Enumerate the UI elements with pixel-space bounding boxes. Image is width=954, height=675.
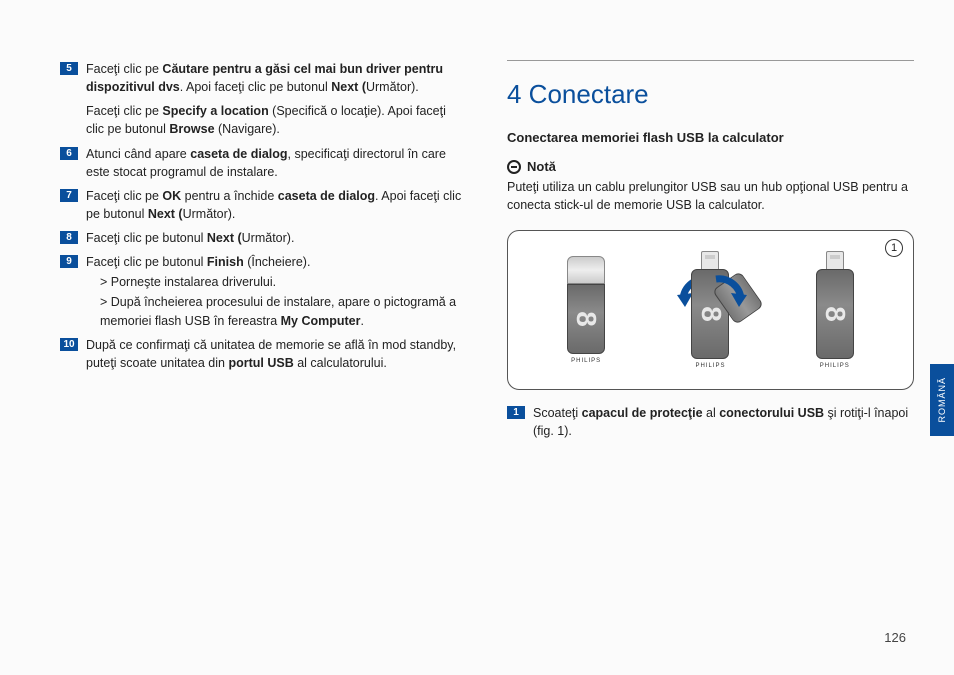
left-column: 5 Faceţi clic pe Căutare pentru a găsi c… xyxy=(60,60,467,447)
text: Faceţi clic pe xyxy=(86,189,162,203)
step-text: Faceţi clic pe OK pentru a închide caset… xyxy=(86,187,467,223)
bold-text: Specify a location xyxy=(162,104,268,118)
text: Atunci când apare xyxy=(86,147,190,161)
bold-text: Browse xyxy=(169,122,214,136)
usb-capped: 8 PHILIPS xyxy=(567,256,605,364)
step-8: 8 Faceţi clic pe butonul Next (Următor). xyxy=(60,229,467,247)
note-row: Notă xyxy=(507,159,914,174)
text: (Încheiere). xyxy=(244,255,311,269)
step-number: 6 xyxy=(60,147,78,160)
step-number: 5 xyxy=(60,62,78,75)
step-text: Faceţi clic pe butonul Finish (Încheiere… xyxy=(86,253,467,330)
note-icon xyxy=(507,160,521,174)
step-text: Faceţi clic pe butonul Next (Următor). xyxy=(86,229,467,247)
divider xyxy=(507,60,914,61)
text: Următor). xyxy=(242,231,295,245)
step-text: După ce confirmaţi că unitatea de memori… xyxy=(86,336,467,372)
step-number: 10 xyxy=(60,338,78,351)
right-step-1: 1 Scoateţi capacul de protecţie al conec… xyxy=(507,404,914,440)
usb-connector xyxy=(826,251,844,269)
text: pentru a închide xyxy=(181,189,278,203)
figure-number: 1 xyxy=(885,239,903,257)
arrow-right-icon xyxy=(701,271,751,321)
text: Următor). xyxy=(366,80,419,94)
text: Faceţi clic pe xyxy=(86,104,162,118)
bold-text: OK xyxy=(162,189,181,203)
brand-label: PHILIPS xyxy=(695,363,725,369)
page-number: 126 xyxy=(884,630,906,645)
step-6: 6 Atunci când apare caseta de dialog, sp… xyxy=(60,145,467,181)
text: al calculatorului. xyxy=(294,356,387,370)
step-number: 8 xyxy=(60,231,78,244)
step-9: 9 Faceţi clic pe butonul Finish (Încheie… xyxy=(60,253,467,330)
step-7: 7 Faceţi clic pe OK pentru a închide cas… xyxy=(60,187,467,223)
bold-text: caseta de dialog xyxy=(190,147,287,161)
usb-cap xyxy=(567,256,605,284)
sub-line: > Porneşte instalarea driverului. xyxy=(86,273,467,291)
bold-text: Next ( xyxy=(148,207,183,221)
text: Faceţi clic pe butonul xyxy=(86,231,207,245)
step-5: 5 Faceţi clic pe Căutare pentru a găsi c… xyxy=(60,60,467,96)
bold-text: conectorului USB xyxy=(719,406,824,420)
usb-body: 8 xyxy=(816,269,854,359)
usb-label: 8 xyxy=(570,311,602,327)
usb-label: 8 xyxy=(819,306,851,322)
bold-text: capacul de protecţie xyxy=(582,406,703,420)
step-number: 9 xyxy=(60,255,78,268)
figure-box: 1 8 PHILIPS 8 xyxy=(507,230,914,390)
step-number: 1 xyxy=(507,406,525,419)
text: > După încheierea procesului de instalar… xyxy=(100,295,456,327)
step-number: 7 xyxy=(60,189,78,202)
right-column: 4 Conectare Conectarea memoriei flash US… xyxy=(507,60,914,447)
bold-text: caseta de dialog xyxy=(278,189,375,203)
usb-open: 8 PHILIPS xyxy=(816,251,854,369)
text: Următor). xyxy=(183,207,236,221)
text: al xyxy=(703,406,720,420)
bold-text: My Computer xyxy=(281,314,361,328)
usb-rotating: 8 PHILIPS xyxy=(691,251,729,369)
usb-connector xyxy=(701,251,719,269)
bold-text: portul USB xyxy=(228,356,293,370)
text: Scoateţi xyxy=(533,406,582,420)
sub-line: > După încheierea procesului de instalar… xyxy=(86,293,467,329)
text: (Navigare). xyxy=(215,122,280,136)
bold-text: Next ( xyxy=(207,231,242,245)
note-text: Puteţi utiliza un cablu prelungitor USB … xyxy=(507,178,914,214)
text: . xyxy=(361,314,364,328)
language-tab-label: ROMÂNĂ xyxy=(937,377,947,423)
step-text: Faceţi clic pe Căutare pentru a găsi cel… xyxy=(86,60,467,96)
note-label: Notă xyxy=(527,159,556,174)
bold-text: Next ( xyxy=(331,80,366,94)
step-5-sub: Faceţi clic pe Specify a location (Speci… xyxy=(60,102,467,138)
brand-label: PHILIPS xyxy=(571,358,601,364)
bold-text: Finish xyxy=(207,255,244,269)
usb-body: 8 xyxy=(567,284,605,354)
subhead: Conectarea memoriei flash USB la calcula… xyxy=(507,130,914,145)
text: Faceţi clic pe xyxy=(86,62,162,76)
section-title: 4 Conectare xyxy=(507,79,914,110)
language-tab: ROMÂNĂ xyxy=(930,364,954,436)
text: Faceţi clic pe butonul xyxy=(86,255,207,269)
step-text: Atunci când apare caseta de dialog, spec… xyxy=(86,145,467,181)
step-10: 10 După ce confirmaţi că unitatea de mem… xyxy=(60,336,467,372)
step-text: Scoateţi capacul de protecţie al conecto… xyxy=(533,404,914,440)
text: . Apoi faceţi clic pe butonul xyxy=(180,80,331,94)
brand-label: PHILIPS xyxy=(820,363,850,369)
